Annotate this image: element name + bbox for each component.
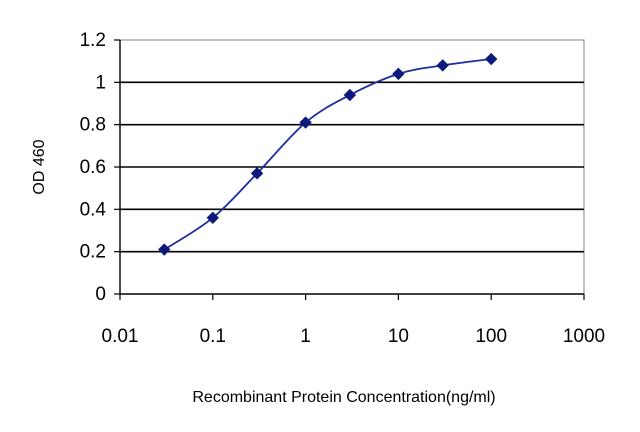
gridlines xyxy=(114,39,584,295)
data-point xyxy=(484,52,498,66)
data-point xyxy=(206,211,220,225)
x-tick-label: 1000 xyxy=(563,326,605,347)
y-tick-label: 1 xyxy=(95,72,106,93)
data-point xyxy=(392,67,405,81)
x-tick-label: 10 xyxy=(388,326,409,347)
y-tick-label: 0.4 xyxy=(80,199,107,220)
series xyxy=(158,52,498,256)
y-axis-title: OD 460 xyxy=(31,139,48,194)
y-tick-label: 0.2 xyxy=(80,242,106,263)
y-tick-label: 0.8 xyxy=(80,115,106,136)
x-tick-label: 0.1 xyxy=(200,326,226,347)
y-tick-label: 0.6 xyxy=(80,157,106,178)
y-tick-labels: 0 0.2 0.4 0.6 0.8 1 1.2 xyxy=(80,30,107,305)
data-point xyxy=(436,59,449,72)
y-tick-label: 1.2 xyxy=(80,30,106,51)
data-point xyxy=(250,167,264,180)
x-tick-label: 100 xyxy=(475,326,507,347)
data-point xyxy=(299,116,312,129)
data-point xyxy=(343,88,357,102)
x-tick-labels: 0.01 0.1 1 10 100 1000 xyxy=(102,326,606,347)
axes xyxy=(119,40,585,300)
x-axis-title: Recombinant Protein Concentration(ng/ml) xyxy=(192,389,495,406)
y-tick-label: 0 xyxy=(95,284,106,305)
x-tick-label: 0.01 xyxy=(102,326,139,347)
x-tick-label: 1 xyxy=(300,326,311,347)
data-point xyxy=(158,243,171,256)
